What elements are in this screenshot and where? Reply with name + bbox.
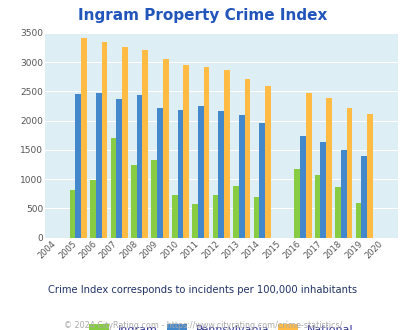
Bar xyxy=(335,187,340,238)
Bar xyxy=(70,190,75,238)
Text: Ingram Property Crime Index: Ingram Property Crime Index xyxy=(78,8,327,23)
Bar xyxy=(340,150,346,238)
Bar xyxy=(299,137,305,238)
Bar xyxy=(96,93,101,238)
Bar xyxy=(157,108,162,238)
Bar xyxy=(151,160,157,238)
Bar xyxy=(142,50,148,238)
Bar xyxy=(314,175,320,238)
Bar xyxy=(212,195,218,238)
Bar xyxy=(325,98,331,238)
Bar xyxy=(192,204,198,238)
Bar xyxy=(238,115,244,238)
Bar xyxy=(75,94,81,238)
Bar xyxy=(264,86,270,238)
Bar xyxy=(244,79,249,238)
Bar xyxy=(320,142,325,238)
Bar xyxy=(203,68,209,238)
Bar xyxy=(198,106,203,238)
Bar xyxy=(224,70,229,238)
Bar xyxy=(183,65,189,238)
Bar xyxy=(81,38,87,238)
Bar xyxy=(294,169,299,238)
Bar xyxy=(259,123,264,238)
Bar xyxy=(218,111,224,238)
Text: Crime Index corresponds to incidents per 100,000 inhabitants: Crime Index corresponds to incidents per… xyxy=(48,285,357,295)
Legend: Ingram, Pennsylvania, National: Ingram, Pennsylvania, National xyxy=(85,321,356,330)
Bar xyxy=(253,197,259,238)
Bar xyxy=(116,99,122,238)
Bar xyxy=(366,114,372,238)
Bar xyxy=(346,109,352,238)
Bar xyxy=(360,156,366,238)
Bar xyxy=(131,165,136,238)
Bar xyxy=(162,59,168,238)
Bar xyxy=(101,42,107,238)
Bar xyxy=(232,186,238,238)
Bar xyxy=(305,93,311,238)
Bar xyxy=(177,110,183,238)
Bar xyxy=(355,203,360,238)
Bar xyxy=(136,95,142,238)
Bar xyxy=(90,180,96,238)
Bar xyxy=(171,195,177,238)
Bar xyxy=(110,138,116,238)
Bar xyxy=(122,47,128,238)
Text: © 2024 CityRating.com - https://www.cityrating.com/crime-statistics/: © 2024 CityRating.com - https://www.city… xyxy=(64,321,341,330)
